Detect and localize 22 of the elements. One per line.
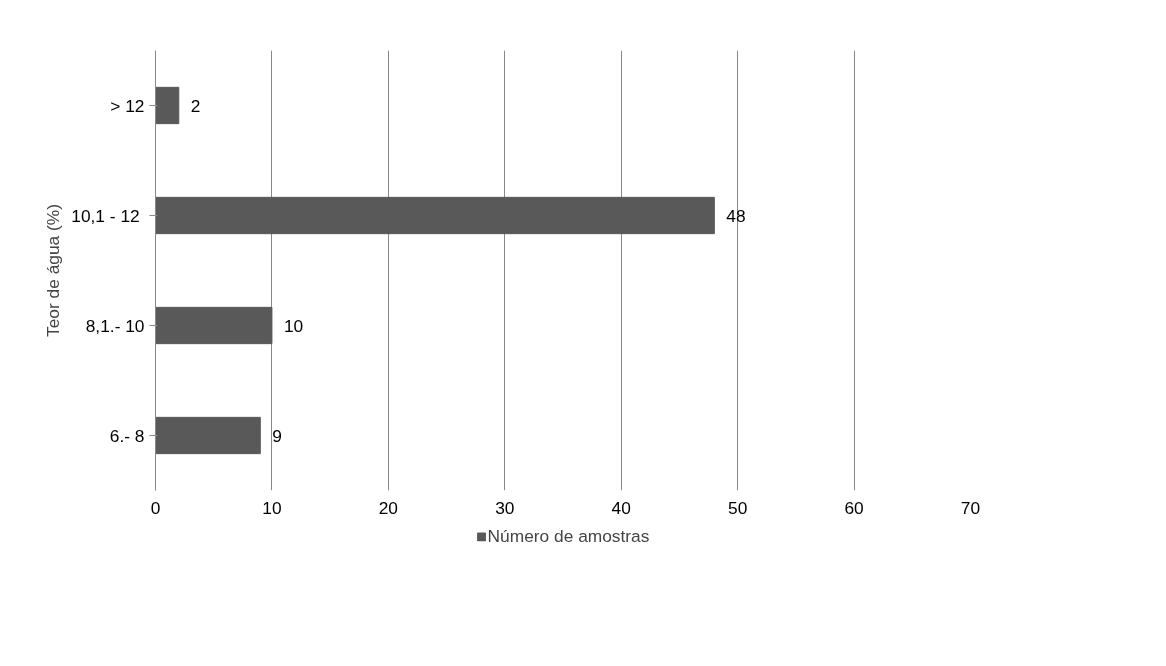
x-tick-label: 0: [150, 497, 161, 518]
bar: [155, 306, 273, 345]
bar: [155, 86, 180, 125]
x-tick-label: 30: [495, 497, 515, 518]
data-label: 10: [283, 315, 304, 336]
bar: [155, 416, 261, 455]
x-tick-label: 70: [960, 497, 981, 518]
data-label: 2: [190, 95, 201, 116]
bar: [155, 196, 715, 235]
x-tick-label: 40: [611, 497, 631, 518]
y-tick-label: 6.- 8: [109, 425, 145, 446]
y-axis-title: Teor de água (%): [43, 204, 64, 337]
legend-label: Número de amostras: [487, 525, 650, 547]
y-tick-label: 8,1.- 10: [85, 315, 145, 336]
y-tick-label: > 12: [110, 95, 145, 116]
data-label: 9: [272, 425, 282, 446]
y-tick-label: 10,1 - 12: [71, 205, 140, 226]
x-tick-label: 20: [378, 497, 398, 518]
x-tick-label: 60: [844, 497, 864, 518]
x-tick-label: 50: [728, 497, 748, 518]
x-tick-label: 10: [262, 497, 282, 518]
data-label: 48: [726, 205, 746, 226]
